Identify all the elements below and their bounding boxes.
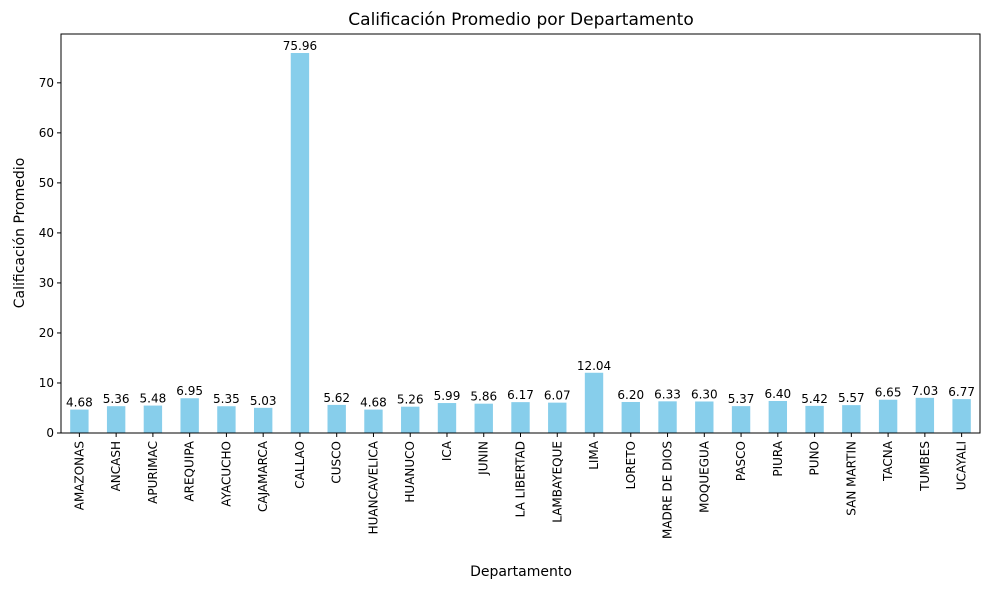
x-tick-label: PIURA xyxy=(771,440,785,476)
data-label: 5.03 xyxy=(250,394,277,408)
bar-ica xyxy=(437,403,457,433)
x-tick-label: AMAZONAS xyxy=(72,441,86,510)
bar-ancash xyxy=(106,406,126,433)
bar-amazonas xyxy=(70,409,89,433)
bar-piura xyxy=(768,400,788,433)
x-tick-label: JUNIN xyxy=(477,441,491,476)
bar-san-martin xyxy=(842,405,861,433)
x-tick-label: HUANUCO xyxy=(403,441,417,503)
x-tick-label: TACNA xyxy=(881,440,895,482)
bar-tacna xyxy=(878,399,898,433)
x-tick-label: SAN MARTIN xyxy=(844,441,858,516)
bar-ayacucho xyxy=(217,406,236,433)
bar-huancavelica xyxy=(364,409,383,433)
y-tick-label: 60 xyxy=(39,126,54,140)
data-label: 7.03 xyxy=(912,384,939,398)
chart-title: Calificación Promedio por Departamento xyxy=(348,10,693,30)
data-label: 5.37 xyxy=(728,392,755,406)
x-axis: AMAZONAS ANCASH APURIMAC AREQUIPA AYACUCHO CA… xyxy=(72,433,969,539)
bar-lambayeque xyxy=(548,402,567,433)
bar-cusco xyxy=(327,404,346,433)
y-tick-label: 30 xyxy=(39,276,54,290)
data-label: 6.95 xyxy=(176,384,203,398)
x-tick-label: APURIMAC xyxy=(146,441,160,504)
data-label: 4.68 xyxy=(360,396,387,410)
y-tick-label: 70 xyxy=(39,76,54,90)
bar-cajamarca xyxy=(253,407,273,433)
y-tick-label: 10 xyxy=(39,376,54,390)
bar-moquegua xyxy=(695,401,714,433)
bar-callao xyxy=(290,53,310,434)
x-tick-label: LA LIBERTAD xyxy=(514,441,528,517)
bar-puno xyxy=(805,405,824,433)
x-tick-label: PUNO xyxy=(808,441,822,475)
bar-la-libertad xyxy=(511,402,530,433)
y-tick-label: 40 xyxy=(39,226,54,240)
x-tick-label: MOQUEGUA xyxy=(697,440,711,513)
x-tick-label: AREQUIPA xyxy=(183,440,197,501)
value-labels-group: 4.68 5.36 5.48 6.95 5.35 5.03 75.96 5.62 4.68 5.2… xyxy=(66,39,975,410)
data-label: 6.40 xyxy=(764,387,791,401)
x-tick-label: ANCASH xyxy=(109,441,123,491)
x-tick-label: HUANCAVELICA xyxy=(366,440,380,534)
bar-ucayali xyxy=(952,399,971,433)
data-label: 5.26 xyxy=(397,393,424,407)
x-tick-label: LIMA xyxy=(587,440,601,470)
y-axis: 0 10 20 30 40 50 60 70 xyxy=(39,76,61,440)
data-label: 5.48 xyxy=(140,392,167,406)
x-tick-label: LORETO xyxy=(624,441,638,489)
bar-apurimac xyxy=(143,405,163,433)
data-label: 12.04 xyxy=(577,359,611,373)
plot-frame xyxy=(60,33,981,434)
data-label: 5.42 xyxy=(801,392,828,406)
bar-junin xyxy=(474,403,493,433)
x-tick-label: CAJAMARCA xyxy=(256,440,270,512)
data-label: 5.62 xyxy=(323,391,350,405)
x-tick-label: UCAYALI xyxy=(955,441,969,490)
data-label: 6.65 xyxy=(875,386,902,400)
bar-loreto xyxy=(621,401,640,433)
x-tick-label: MADRE DE DIOS xyxy=(661,441,675,539)
bar-arequipa xyxy=(180,398,199,433)
bar-tumbes xyxy=(915,397,935,433)
x-axis-label: Departamento xyxy=(470,564,572,580)
data-label: 6.33 xyxy=(654,387,681,401)
data-label: 4.68 xyxy=(66,396,93,410)
y-tick-label: 50 xyxy=(39,176,54,190)
data-label: 75.96 xyxy=(283,39,317,53)
bars-group xyxy=(70,53,971,434)
bar-madre-de-dios xyxy=(658,401,677,433)
data-label: 6.07 xyxy=(544,389,571,403)
data-label: 5.36 xyxy=(103,392,130,406)
data-label: 5.57 xyxy=(838,391,865,405)
y-tick-label: 0 xyxy=(46,426,54,440)
x-tick-label: PASCO xyxy=(734,441,748,481)
data-label: 6.20 xyxy=(617,388,644,402)
x-tick-label: CUSCO xyxy=(330,441,344,484)
x-tick-label: LAMBAYEQUE xyxy=(550,441,564,523)
x-tick-label: AYACUCHO xyxy=(219,441,233,507)
data-label: 6.17 xyxy=(507,388,534,402)
x-tick-label: CALLAO xyxy=(293,441,307,489)
bar-huanuco xyxy=(401,406,420,433)
x-tick-label: TUMBES xyxy=(918,441,932,492)
x-tick-label: ICA xyxy=(440,440,454,461)
data-label: 5.99 xyxy=(434,389,461,403)
y-axis-label: Calificación Promedio xyxy=(12,158,28,309)
data-label: 6.77 xyxy=(948,385,975,399)
data-label: 5.35 xyxy=(213,392,240,406)
bar-pasco xyxy=(731,406,751,433)
data-label: 5.86 xyxy=(470,390,497,404)
y-tick-label: 20 xyxy=(39,326,54,340)
bar-lima xyxy=(584,372,604,433)
data-label: 6.30 xyxy=(691,387,718,401)
